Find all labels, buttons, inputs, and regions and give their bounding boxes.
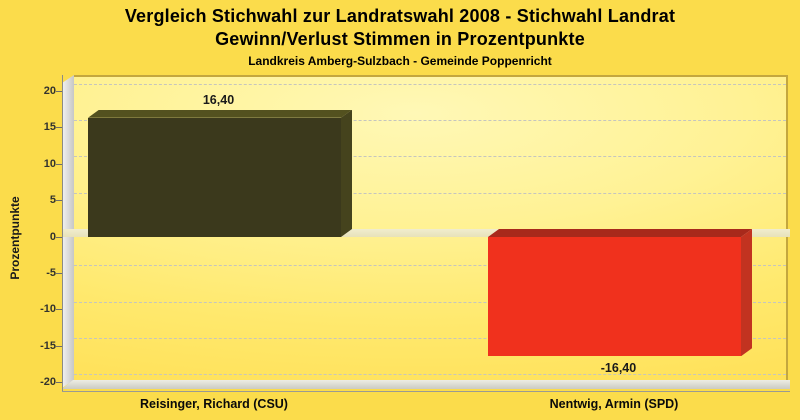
y-tick-label: 15 xyxy=(43,121,56,134)
gridline-5 xyxy=(74,192,786,194)
y-tick-label: 5 xyxy=(49,194,56,207)
chart-subtitle: Landkreis Amberg-Sulzbach - Gemeinde Pop… xyxy=(248,54,552,68)
chart-title-line1: Vergleich Stichwahl zur Landratswahl 200… xyxy=(124,6,676,26)
y-tick-mark xyxy=(56,200,62,202)
gridline--5 xyxy=(74,265,786,267)
category-label-reisinger-csu: Reisinger, Richard (CSU) xyxy=(140,397,288,411)
y-tick-label: -10 xyxy=(40,303,56,316)
y-axis-title: Prozentpunkte xyxy=(8,196,22,280)
y-tick-label: -20 xyxy=(40,375,56,388)
bar-front-csu xyxy=(88,117,341,237)
y-tick-mark xyxy=(56,236,62,238)
gridline--15 xyxy=(74,338,786,340)
bar-value-label-csu: 16,40 xyxy=(202,92,235,107)
plot-floor-3d xyxy=(62,380,790,389)
y-tick-mark xyxy=(56,381,62,383)
bar-top-face-csu xyxy=(88,110,352,118)
y-axis-line xyxy=(62,75,63,392)
bar-side-face-spd xyxy=(741,229,752,356)
y-tick-mark xyxy=(56,91,62,93)
bar-side-face-csu xyxy=(341,110,352,237)
y-tick-mark xyxy=(56,163,62,165)
gridline--10 xyxy=(74,301,786,303)
zero-line-band xyxy=(63,229,790,237)
bar-value-label-spd: -16,40 xyxy=(600,361,637,376)
gridline--20 xyxy=(74,374,786,376)
chart-title-line2: Gewinn/Verlust Stimmen in Prozentpunkte xyxy=(215,29,585,49)
y-tick-label: 20 xyxy=(43,85,56,98)
y-tick-label: 10 xyxy=(43,157,56,170)
gridline-10 xyxy=(74,156,786,158)
y-tick-mark xyxy=(56,272,62,274)
gridline-15 xyxy=(74,119,786,121)
x-axis-line xyxy=(62,391,790,392)
category-label-nentwig-spd: Nentwig, Armin (SPD) xyxy=(549,397,679,411)
y-tick-label: 0 xyxy=(49,230,56,243)
bar-front-spd xyxy=(488,237,741,357)
gridline-20 xyxy=(74,83,786,85)
bar-top-face-spd xyxy=(488,229,752,237)
y-tick-mark xyxy=(56,309,62,311)
y-tick-label: -15 xyxy=(40,339,56,352)
y-tick-mark xyxy=(56,127,62,129)
y-tick-label: -5 xyxy=(46,266,56,279)
y-tick-mark xyxy=(56,345,62,347)
